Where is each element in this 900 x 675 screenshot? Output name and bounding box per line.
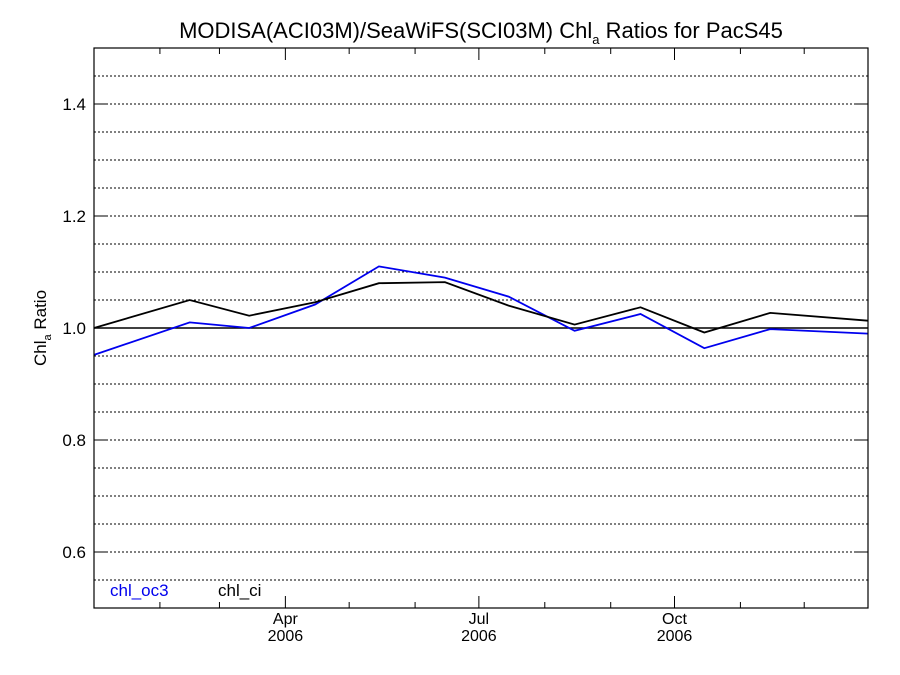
title-rest: Ratios for PacS45 <box>599 18 782 43</box>
series-line-chl_ci <box>93 281 869 334</box>
y-label-subscript: a <box>42 334 54 341</box>
x-tick-year-label: 2006 <box>657 628 693 645</box>
x-tick-month-label: Jul <box>469 611 489 628</box>
legend-entry-chl_oc3: chl_oc3 <box>110 581 169 600</box>
title-subscript: a <box>592 32 600 47</box>
y-tick-label: 0.8 <box>62 431 86 450</box>
axes-layer <box>93 47 869 609</box>
x-tick-month-label: Apr <box>273 611 299 628</box>
y-label-main: Chl <box>31 341 50 367</box>
chart-title: MODISA(ACI03M)/SeaWiFS(SCI03M) Chla Rati… <box>179 18 783 47</box>
x-tick-year-label: 2006 <box>268 628 304 645</box>
y-axis-label: Chla Ratio <box>31 290 54 366</box>
y-tick-label: 1.2 <box>62 207 86 226</box>
y-tick-label: 1.4 <box>62 95 86 114</box>
x-tick-year-label: 2006 <box>461 628 497 645</box>
legend-entry-chl_ci: chl_ci <box>218 581 261 600</box>
text-layer: 0.60.81.01.21.4Apr2006Jul2006Oct2006MODI… <box>31 18 783 645</box>
y-tick-label: 0.6 <box>62 543 86 562</box>
x-tick-month-label: Oct <box>662 611 687 628</box>
y-tick-label: 1.0 <box>62 319 86 338</box>
y-label-rest: Ratio <box>31 290 50 334</box>
series-line-chl_oc3 <box>93 265 869 356</box>
series-layer <box>93 265 869 356</box>
grid-layer <box>94 75 868 581</box>
title-main: MODISA(ACI03M)/SeaWiFS(SCI03M) Chl <box>179 18 592 43</box>
